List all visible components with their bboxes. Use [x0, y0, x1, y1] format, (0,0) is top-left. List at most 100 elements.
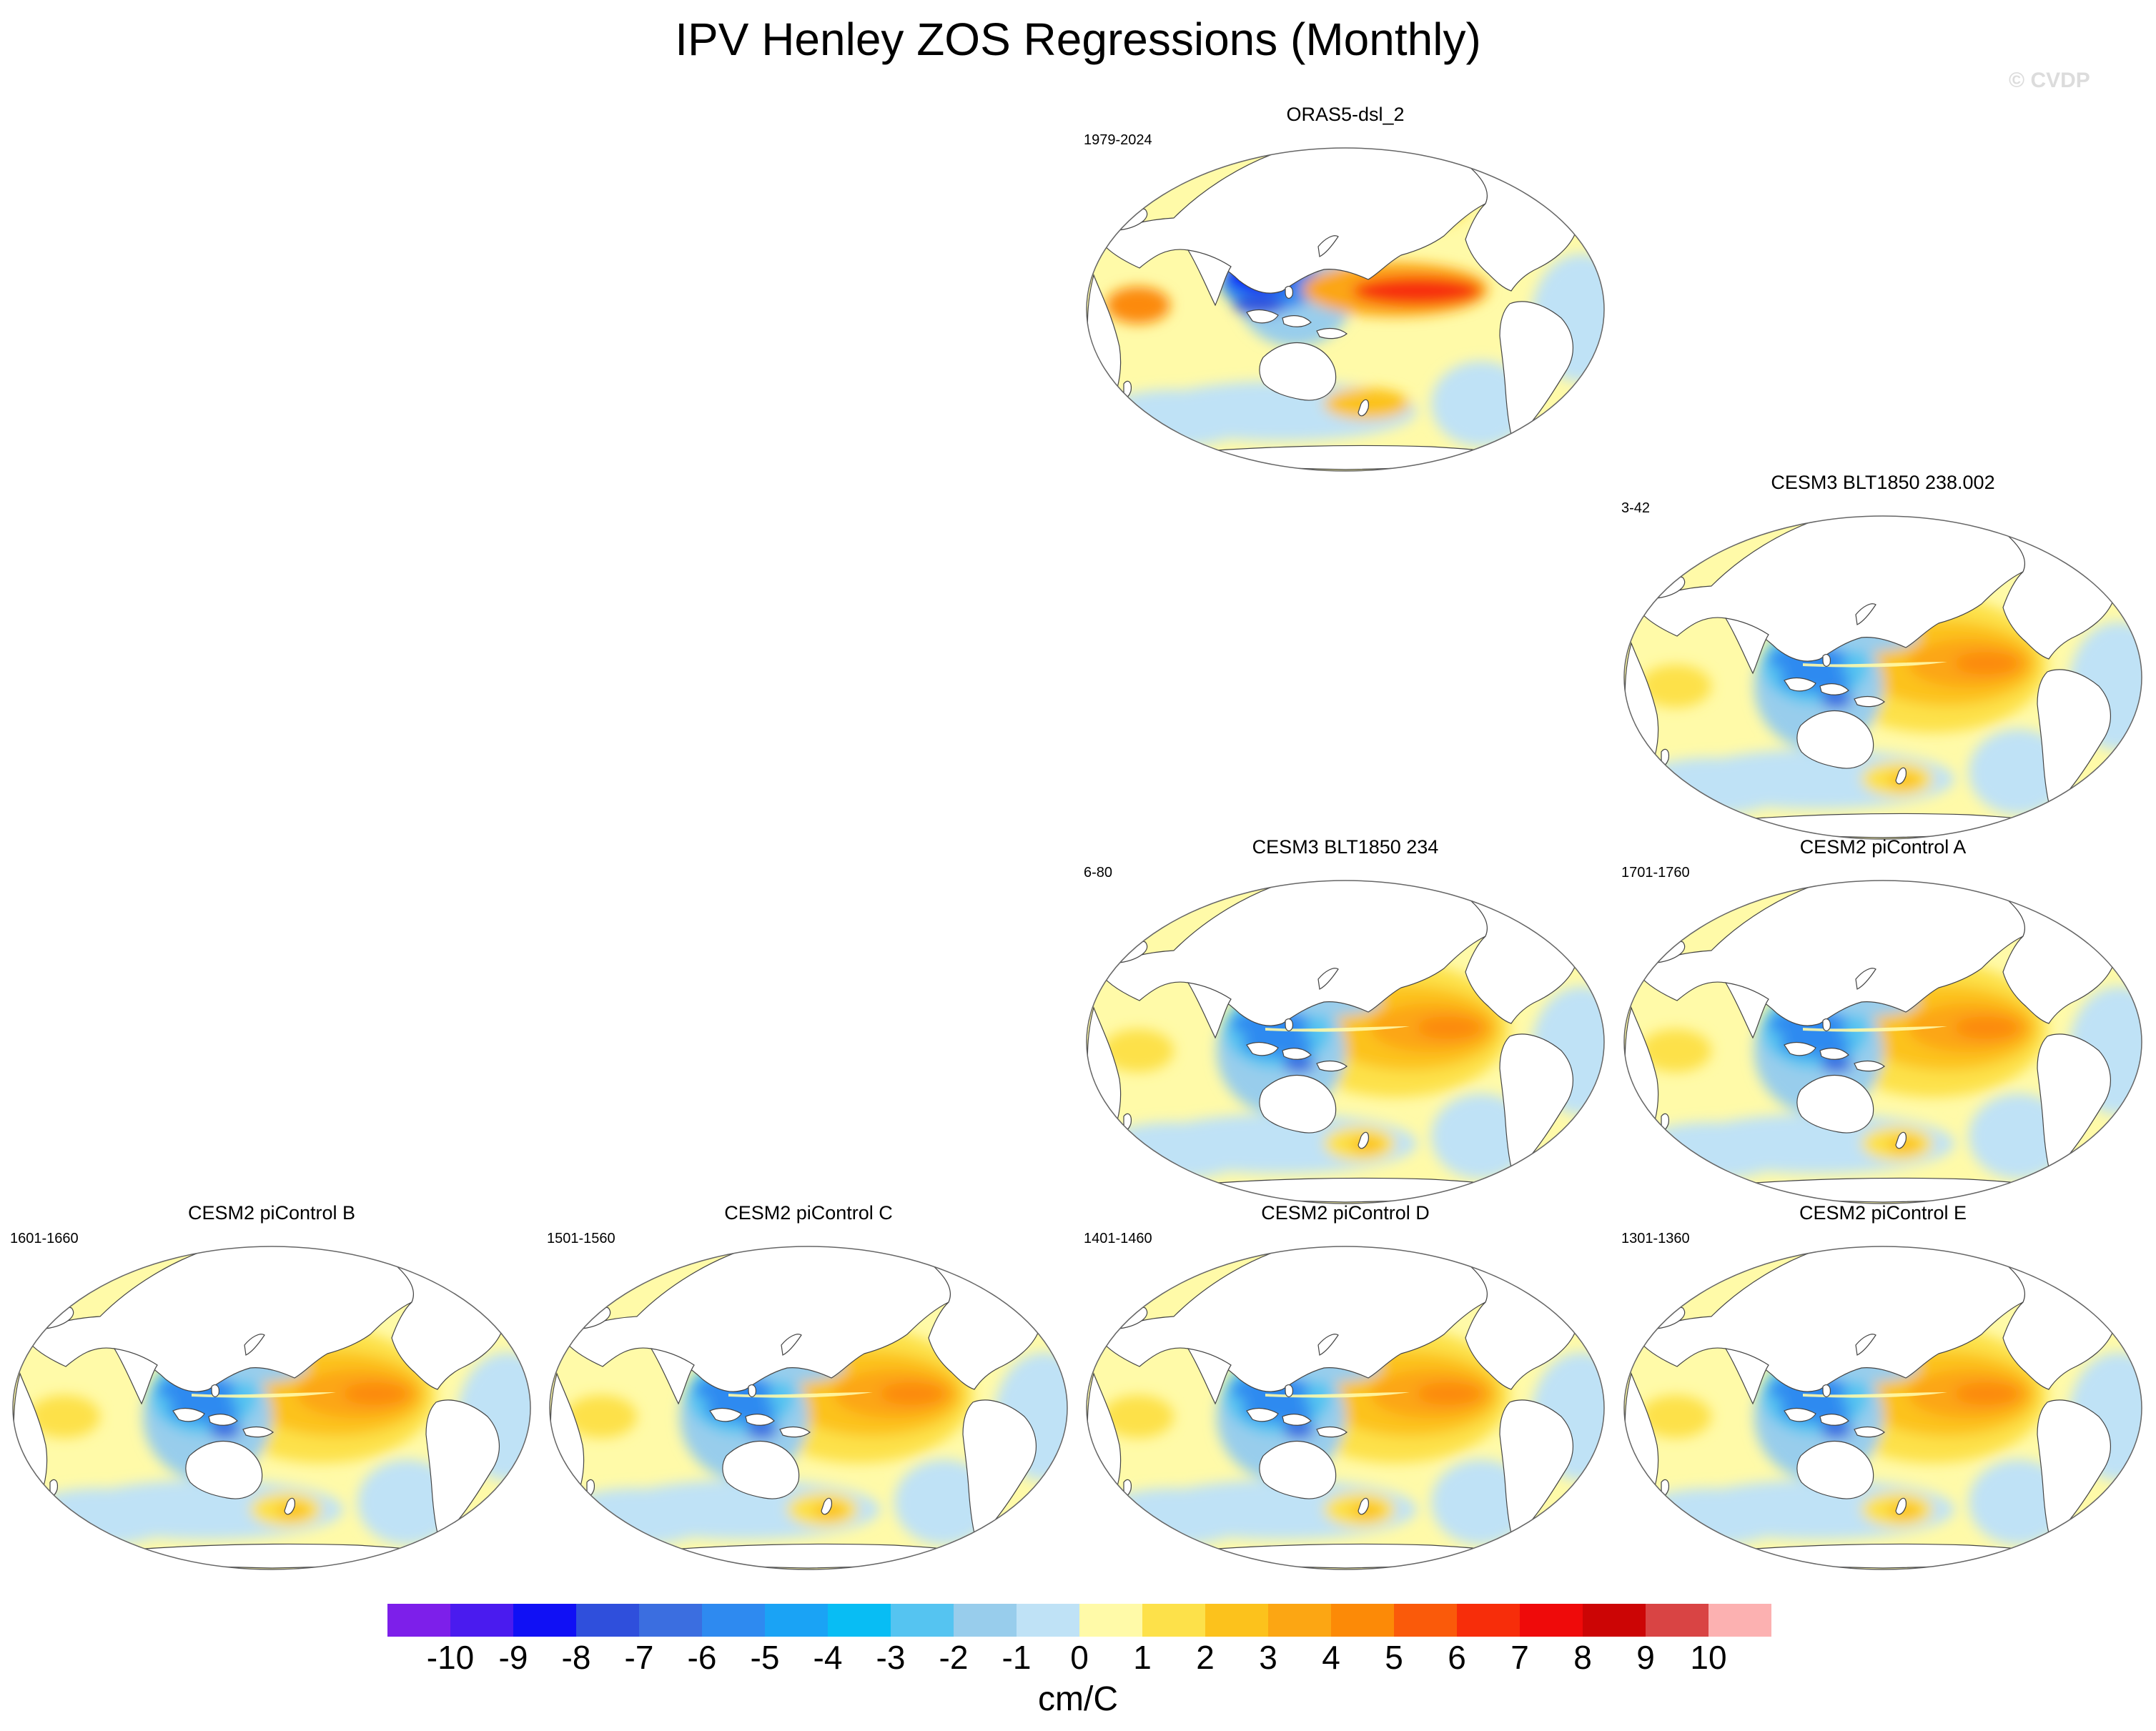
- map-outline: [1086, 1246, 1605, 1570]
- land-png: [1316, 1426, 1348, 1438]
- land-samer: [1499, 301, 1574, 447]
- ocean-field: [1624, 516, 2142, 839]
- land-asia: [1098, 1246, 1488, 1392]
- colorbar-swatch: [513, 1604, 577, 1637]
- equatorial-tongue: [1265, 1026, 1410, 1032]
- land-phil: [1285, 286, 1293, 299]
- land-aus: [1796, 1075, 1874, 1134]
- colorbar-swatch: [387, 1604, 451, 1637]
- colorbar-tick-label: -10: [426, 1639, 475, 1676]
- anomaly-region: [29, 1395, 100, 1438]
- colorbar-swatch: [954, 1604, 1017, 1637]
- panel-title: CESM2 piControl B: [187, 1202, 356, 1224]
- land-asia: [24, 1246, 415, 1392]
- map-canvas: [1086, 1246, 1605, 1570]
- land-nz: [1358, 399, 1369, 417]
- anomaly-region: [1350, 1136, 1384, 1154]
- south-indian-negative: [1095, 1122, 1252, 1179]
- ocean-field: [1624, 881, 2142, 1204]
- land-india: [1724, 982, 1769, 1039]
- land-japan: [1855, 603, 1876, 625]
- land-indo1: [1246, 309, 1279, 324]
- land-phil: [748, 1384, 756, 1397]
- land-asia: [1098, 881, 1488, 1026]
- land-japan: [1855, 1334, 1876, 1356]
- land-samer: [1499, 1033, 1574, 1179]
- colorbar-tick-label: -9: [498, 1639, 528, 1676]
- map-panel-cesm2-d: CESM2 piControl D 1401-1460: [1081, 1202, 1610, 1574]
- land-png: [1316, 327, 1348, 339]
- colorbar-tick-label: 6: [1448, 1639, 1466, 1676]
- map-panel-cesm3-234: CESM3 BLT1850 234 6-80: [1081, 836, 1610, 1208]
- colorbar-swatch: [765, 1604, 829, 1637]
- land-png: [1854, 1060, 1885, 1072]
- panel-title: ORAS5-dsl_2: [1286, 104, 1405, 125]
- land-japan: [1317, 235, 1339, 257]
- south-indian-negative: [1633, 758, 1790, 815]
- colorbar-swatch: [1205, 1604, 1269, 1637]
- land-india: [1187, 1348, 1232, 1405]
- anomaly-region: [1954, 1016, 2019, 1039]
- equatorial-tongue: [1265, 1392, 1410, 1398]
- land-greenland: [2105, 528, 2130, 567]
- panel-title: CESM3 BLT1850 238.002: [1771, 472, 1995, 493]
- south-indian-negative: [1095, 1488, 1252, 1545]
- land-indo2: [1819, 1048, 1849, 1060]
- anomaly-region: [813, 1502, 847, 1519]
- map-canvas: [1086, 880, 1605, 1204]
- colorbar-tick-label: -6: [687, 1639, 717, 1676]
- land-india: [650, 1348, 695, 1405]
- land-greenland: [1568, 160, 1593, 199]
- land-masses: [1087, 1246, 1593, 1569]
- colorbar-swatch: [1646, 1604, 1709, 1637]
- colorbar-tick-label: 7: [1510, 1639, 1529, 1676]
- land-phil: [1822, 1384, 1831, 1397]
- colorbar-tick-label: 5: [1385, 1639, 1403, 1676]
- colorbar-tick-label: -8: [561, 1639, 591, 1676]
- land-aus: [1259, 1075, 1337, 1134]
- anomaly-region: [565, 1395, 637, 1438]
- colorbar-swatch: [1583, 1604, 1646, 1637]
- anomaly-region: [1106, 287, 1170, 324]
- panel-period: 6-80: [1084, 865, 1113, 881]
- equatorial-tongue: [728, 1392, 873, 1398]
- map-canvas: [12, 1246, 531, 1570]
- anomaly-region: [1887, 1136, 1922, 1154]
- colorbar-swatch: [1079, 1604, 1143, 1637]
- colorbar-tick-label: 10: [1690, 1639, 1727, 1676]
- colorbar-tick-label: -5: [750, 1639, 780, 1676]
- land-indo2: [1282, 1048, 1312, 1060]
- land-indo2: [1819, 1414, 1849, 1426]
- land-phil: [1822, 1018, 1831, 1031]
- land-png: [779, 1426, 811, 1438]
- anomaly-region: [1350, 1502, 1384, 1519]
- land-greenland: [1031, 1259, 1056, 1298]
- colorbar-tick-label: -2: [939, 1639, 969, 1676]
- land-asia: [1636, 516, 2026, 662]
- land-png: [1854, 1426, 1885, 1438]
- land-phil: [211, 1384, 219, 1397]
- ocean-field: [13, 1246, 530, 1569]
- colorbar-tick-label: 0: [1070, 1639, 1089, 1676]
- colorbar-tick-label: -3: [876, 1639, 906, 1676]
- land-png: [1316, 1060, 1348, 1072]
- land-asia: [1636, 1246, 2026, 1392]
- land-japan: [781, 1334, 802, 1356]
- figure-title: IPV Henley ZOS Regressions (Monthly): [675, 14, 1481, 65]
- south-indian-negative: [1633, 1488, 1790, 1545]
- colorbar: [387, 1604, 1771, 1637]
- colorbar-swatch: [702, 1604, 766, 1637]
- land-indo1: [709, 1407, 742, 1422]
- colorbar-swatch: [1331, 1604, 1395, 1637]
- land-greenland: [2105, 893, 2130, 932]
- land-indo1: [1246, 1407, 1279, 1422]
- colorbar-swatch: [1457, 1604, 1520, 1637]
- colorbar-tick-label: -1: [1002, 1639, 1032, 1676]
- map-panel-cesm2-a: CESM2 piControl A 1701-1760: [1618, 836, 2147, 1208]
- anomaly-region: [1353, 277, 1481, 305]
- map-canvas: [1623, 1246, 2142, 1570]
- anomaly-region: [1640, 1395, 1711, 1438]
- land-asia: [1098, 148, 1488, 294]
- land-japan: [1855, 968, 1876, 990]
- ocean-field: [1087, 881, 1604, 1204]
